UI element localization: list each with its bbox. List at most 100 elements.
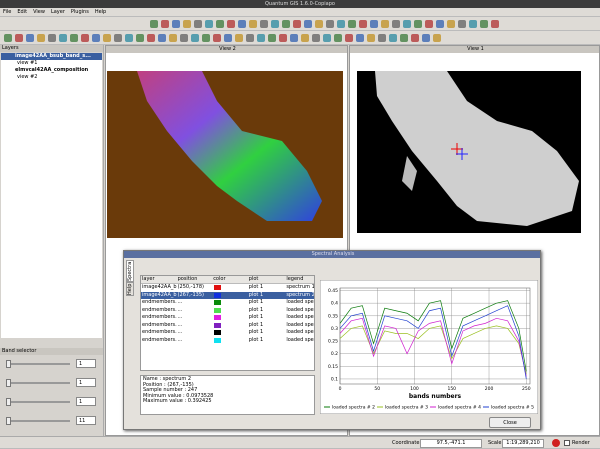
- toolbar-button[interactable]: [411, 34, 419, 42]
- layer-item[interactable]: image42AA_bsub_band_s...: [1, 53, 102, 60]
- toolbar-button[interactable]: [323, 34, 331, 42]
- render-checkbox[interactable]: [564, 440, 570, 446]
- spin-box[interactable]: 11: [76, 416, 96, 425]
- toolbar-button[interactable]: [293, 20, 301, 28]
- toolbar-button[interactable]: [422, 34, 430, 42]
- toolbar-button[interactable]: [202, 34, 210, 42]
- table-row[interactable]: image42AA_br...(267,-135) plot 1 spectrum …: [141, 291, 314, 299]
- toolbar-button[interactable]: [213, 34, 221, 42]
- toolbar-button[interactable]: [480, 20, 488, 28]
- toolbar-button[interactable]: [367, 34, 375, 42]
- menu-item[interactable]: File: [3, 9, 12, 15]
- slider-handle[interactable]: [6, 417, 11, 425]
- toolbar-button[interactable]: [194, 20, 202, 28]
- toolbar-button[interactable]: [37, 34, 45, 42]
- toolbar-button[interactable]: [389, 34, 397, 42]
- toolbar-button[interactable]: [205, 20, 213, 28]
- menu-item[interactable]: View: [33, 9, 45, 15]
- toolbar-button[interactable]: [312, 34, 320, 42]
- toolbar-button[interactable]: [81, 34, 89, 42]
- toolbar-button[interactable]: [59, 34, 67, 42]
- toolbar-button[interactable]: [337, 20, 345, 28]
- toolbar-button[interactable]: [334, 34, 342, 42]
- slider-handle[interactable]: [6, 379, 11, 387]
- toolbar-button[interactable]: [436, 20, 444, 28]
- toolbar-button[interactable]: [238, 20, 246, 28]
- close-button[interactable]: Close: [489, 417, 531, 428]
- toolbar-button[interactable]: [249, 20, 257, 28]
- toolbar-button[interactable]: [92, 34, 100, 42]
- toolbar-button[interactable]: [235, 34, 243, 42]
- toolbar-button[interactable]: [15, 34, 23, 42]
- scale-field[interactable]: 1:19,289,210: [502, 439, 544, 448]
- toolbar-button[interactable]: [359, 20, 367, 28]
- table-row[interactable]: endmembers...... plot 1 loaded spec...: [141, 322, 314, 330]
- menu-item[interactable]: Edit: [17, 9, 28, 15]
- toolbar-button[interactable]: [447, 20, 455, 28]
- toolbar-button[interactable]: [301, 34, 309, 42]
- toolbar-button[interactable]: [169, 34, 177, 42]
- toolbar-button[interactable]: [433, 34, 441, 42]
- toolbar-button[interactable]: [260, 20, 268, 28]
- table-row[interactable]: endmembers...... plot 1 loaded spec...: [141, 307, 314, 315]
- table-row[interactable]: image42AA_br...(250,-178) plot 1 spectrum …: [141, 284, 314, 292]
- toolbar-button[interactable]: [414, 20, 422, 28]
- toolbar-button[interactable]: [158, 34, 166, 42]
- toolbar-button[interactable]: [304, 20, 312, 28]
- table-row[interactable]: endmembers...... plot 1 loaded spec...: [141, 299, 314, 307]
- toolbar-button[interactable]: [48, 34, 56, 42]
- slider-track[interactable]: [6, 420, 70, 422]
- toolbar-button[interactable]: [315, 20, 323, 28]
- slider-track[interactable]: [6, 363, 70, 365]
- toolbar-button[interactable]: [246, 34, 254, 42]
- toolbar-button[interactable]: [26, 34, 34, 42]
- toolbar-button[interactable]: [345, 34, 353, 42]
- spin-box[interactable]: 1: [76, 378, 96, 387]
- toolbar-button[interactable]: [150, 20, 158, 28]
- toolbar-button[interactable]: [125, 34, 133, 42]
- toolbar-button[interactable]: [271, 20, 279, 28]
- toolbar-button[interactable]: [161, 20, 169, 28]
- toolbar-button[interactable]: [216, 20, 224, 28]
- toolbar-button[interactable]: [147, 34, 155, 42]
- slider-handle[interactable]: [6, 360, 11, 368]
- toolbar-button[interactable]: [70, 34, 78, 42]
- toolbar-button[interactable]: [378, 34, 386, 42]
- toolbar-button[interactable]: [136, 34, 144, 42]
- menu-item[interactable]: Plugins: [70, 9, 89, 15]
- toolbar-button[interactable]: [290, 34, 298, 42]
- toolbar-button[interactable]: [400, 34, 408, 42]
- toolbar-button[interactable]: [172, 20, 180, 28]
- toolbar-button[interactable]: [370, 20, 378, 28]
- table-row[interactable]: endmembers...... plot 1 loaded spec...: [141, 337, 314, 345]
- toolbar-button[interactable]: [425, 20, 433, 28]
- toolbar-button[interactable]: [114, 34, 122, 42]
- table-row[interactable]: endmembers...... plot 1 loaded spec...: [141, 329, 314, 337]
- menu-item[interactable]: Layer: [50, 9, 65, 15]
- slider-handle[interactable]: [6, 398, 11, 406]
- table-row[interactable]: endmembers...... plot 1 loaded spec...: [141, 314, 314, 322]
- spin-box[interactable]: 1: [76, 359, 96, 368]
- toolbar-button[interactable]: [356, 34, 364, 42]
- toolbar-button[interactable]: [191, 34, 199, 42]
- menu-item[interactable]: Help: [94, 9, 107, 15]
- toolbar-button[interactable]: [257, 34, 265, 42]
- toolbar-button[interactable]: [183, 20, 191, 28]
- toolbar-button[interactable]: [279, 34, 287, 42]
- toolbar-button[interactable]: [180, 34, 188, 42]
- stop-button[interactable]: [552, 439, 560, 447]
- toolbar-button[interactable]: [326, 20, 334, 28]
- tab[interactable]: Help: [126, 282, 134, 296]
- slider-track[interactable]: [6, 401, 70, 403]
- toolbar-button[interactable]: [4, 34, 12, 42]
- toolbar-button[interactable]: [392, 20, 400, 28]
- toolbar-button[interactable]: [469, 20, 477, 28]
- toolbar-button[interactable]: [381, 20, 389, 28]
- slider-track[interactable]: [6, 382, 70, 384]
- tab[interactable]: Spectra: [126, 260, 134, 282]
- toolbar-button[interactable]: [227, 20, 235, 28]
- toolbar-button[interactable]: [103, 34, 111, 42]
- toolbar-button[interactable]: [348, 20, 356, 28]
- toolbar-button[interactable]: [224, 34, 232, 42]
- spin-box[interactable]: 1: [76, 397, 96, 406]
